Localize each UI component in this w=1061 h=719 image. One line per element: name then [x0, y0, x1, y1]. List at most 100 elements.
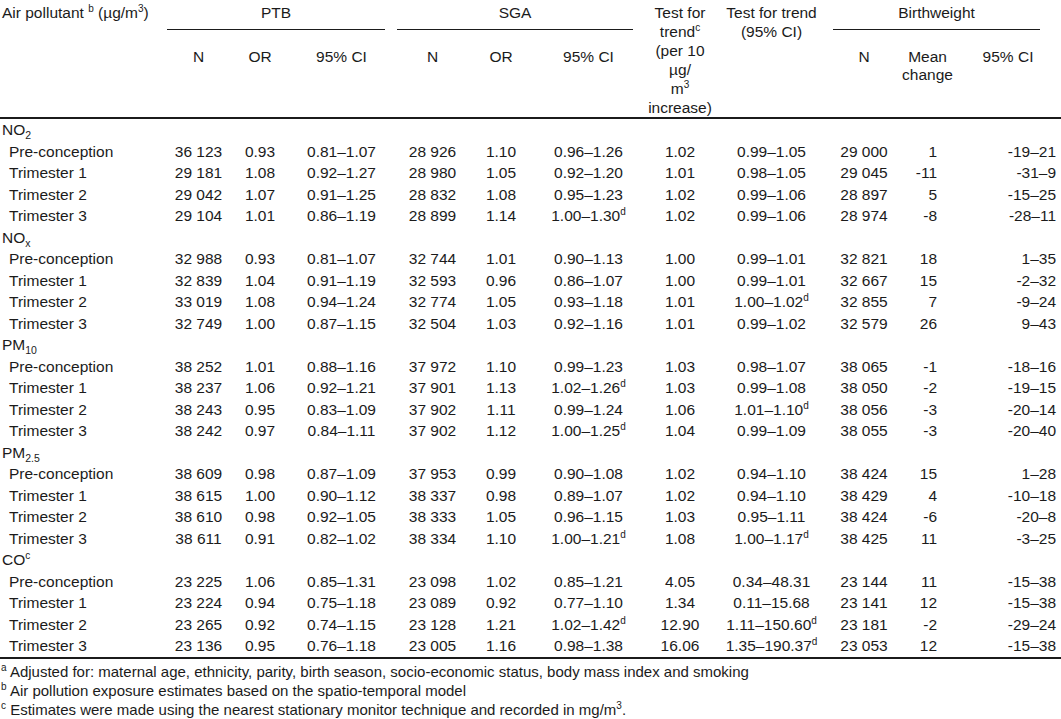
cell: 1.01 — [645, 313, 715, 335]
cell: 12.90 — [645, 614, 715, 636]
cell: -6 — [900, 506, 955, 528]
cell: 1.00–1.30d — [532, 205, 645, 227]
cell: 1.01 — [645, 291, 715, 313]
results-table: Air pollutant b (µg/m3) PTB SGA Test for… — [0, 0, 1061, 659]
cell: -19–15 — [955, 377, 1061, 399]
cell: 38 334 — [395, 528, 470, 550]
table-row: Pre-conception32 9880.930.81–1.0732 7441… — [0, 248, 1061, 270]
cell: 1.02–1.42d — [532, 614, 645, 636]
cell: 32 579 — [828, 313, 900, 335]
cell: 23 053 — [828, 635, 900, 658]
row-label: Trimester 3 — [0, 420, 165, 442]
table-row: Pre-conception38 6090.980.87–1.0937 9530… — [0, 463, 1061, 485]
cell: 4.05 — [645, 571, 715, 593]
cell: 1.02 — [645, 184, 715, 206]
cell: 28 832 — [395, 184, 470, 206]
cell: 0.98–1.07 — [715, 356, 828, 378]
table-row: Pre-conception38 2521.010.88–1.1637 9721… — [0, 356, 1061, 378]
column-header: N — [828, 41, 900, 118]
cell: 0.99–1.01 — [715, 270, 828, 292]
footnote: b Air pollution exposure estimates based… — [1, 681, 1061, 700]
cell: 16.06 — [645, 635, 715, 658]
column-header-test-for-trend-ci: Test for trend (95% CI) — [715, 0, 828, 118]
cell: 0.74–1.15 — [288, 614, 395, 636]
cell: 1–35 — [955, 248, 1061, 270]
cell: 29 104 — [165, 205, 232, 227]
cell: 1.14 — [470, 205, 532, 227]
table-row: Trimester 123 2240.940.75–1.1823 0890.92… — [0, 592, 1061, 614]
cell: 23 265 — [165, 614, 232, 636]
cell: 32 593 — [395, 270, 470, 292]
cell: 1–28 — [955, 463, 1061, 485]
table-row: Trimester 129 1811.080.92–1.2728 9801.05… — [0, 162, 1061, 184]
cell: -2 — [900, 614, 955, 636]
cell: 0.92–1.05 — [288, 506, 395, 528]
cell: 0.99 — [470, 463, 532, 485]
cell: 18 — [900, 248, 955, 270]
cell: 38 610 — [165, 506, 232, 528]
table-row: Pre-conception36 1230.930.81–1.0728 9261… — [0, 141, 1061, 163]
cell: 1.13 — [470, 377, 532, 399]
cell: 1.01–1.10d — [715, 399, 828, 421]
table-row: Pre-conception23 2251.060.85–1.3123 0981… — [0, 571, 1061, 593]
cell: 0.86–1.07 — [532, 270, 645, 292]
cell: 37 902 — [395, 399, 470, 421]
group-header-ptb: PTB — [165, 0, 395, 41]
cell: 1.02 — [645, 141, 715, 163]
cell: 0.90–1.08 — [532, 463, 645, 485]
cell: 29 042 — [165, 184, 232, 206]
cell: 38 056 — [828, 399, 900, 421]
cell: 12 — [900, 592, 955, 614]
cell: 1.08 — [645, 528, 715, 550]
cell: 0.94–1.10 — [715, 463, 828, 485]
row-label: Trimester 1 — [0, 377, 165, 399]
cell: 23 224 — [165, 592, 232, 614]
cell: 1.05 — [470, 506, 532, 528]
row-label: Pre-conception — [0, 571, 165, 593]
cell: 1.03 — [470, 313, 532, 335]
section-row: PM10 — [0, 334, 1061, 356]
cell: 0.91–1.19 — [288, 270, 395, 292]
cell: 5 — [900, 184, 955, 206]
cell: 1.00 — [232, 313, 288, 335]
row-label: Pre-conception — [0, 463, 165, 485]
cell: 1.05 — [470, 291, 532, 313]
cell: 0.82–1.02 — [288, 528, 395, 550]
column-header: 95% CI — [955, 41, 1061, 118]
cell: 0.98 — [232, 506, 288, 528]
row-label: Pre-conception — [0, 141, 165, 163]
cell: 0.34–48.31 — [715, 571, 828, 593]
cell: 29 181 — [165, 162, 232, 184]
cell: 28 974 — [828, 205, 900, 227]
table-row: Trimester 238 6100.980.92–1.0538 3331.05… — [0, 506, 1061, 528]
cell: 32 504 — [395, 313, 470, 335]
cell: -15–38 — [955, 635, 1061, 658]
cell: 1.06 — [232, 377, 288, 399]
cell: 23 225 — [165, 571, 232, 593]
cell: 9–43 — [955, 313, 1061, 335]
group-label-sga: SGA — [397, 3, 633, 30]
cell: 38 429 — [828, 485, 900, 507]
cell: 0.85–1.21 — [532, 571, 645, 593]
cell: 1.06 — [645, 399, 715, 421]
cell: 0.91 — [232, 528, 288, 550]
cell: 37 902 — [395, 420, 470, 442]
cell: 1.21 — [470, 614, 532, 636]
cell: 0.75–1.18 — [288, 592, 395, 614]
table-row: Trimester 323 1360.950.76–1.1823 0051.16… — [0, 635, 1061, 658]
cell: 0.91–1.25 — [288, 184, 395, 206]
cell: 1.01 — [645, 162, 715, 184]
cell: -29–24 — [955, 614, 1061, 636]
cell: 1 — [900, 141, 955, 163]
cell: 0.81–1.07 — [288, 248, 395, 270]
cell: 0.99–1.24 — [532, 399, 645, 421]
cell: 1.01 — [470, 248, 532, 270]
table-header: Air pollutant b (µg/m3) PTB SGA Test for… — [0, 0, 1061, 118]
cell: 38 050 — [828, 377, 900, 399]
row-label: Trimester 1 — [0, 162, 165, 184]
pollutant-label: PM2.5 — [0, 442, 1061, 464]
cell: 0.99–1.09 — [715, 420, 828, 442]
row-label: Pre-conception — [0, 356, 165, 378]
cell: 33 019 — [165, 291, 232, 313]
cell: 0.77–1.10 — [532, 592, 645, 614]
